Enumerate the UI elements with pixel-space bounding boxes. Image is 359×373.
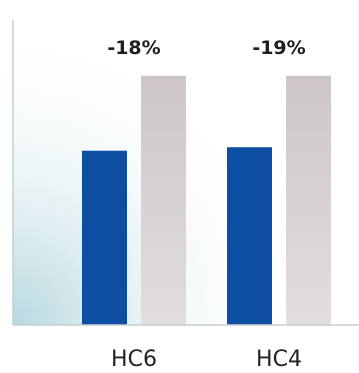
annotation-hc4: -19% (252, 37, 305, 59)
bar-hc4-series-2 (286, 75, 331, 326)
bar-hc6-series-1 (82, 150, 127, 325)
category-label-hc6: HC6 (111, 347, 157, 372)
bar-hc4-series-1 (227, 147, 272, 325)
bar-hc6-series-2 (141, 75, 186, 326)
annotation-hc6: -18% (107, 37, 160, 59)
category-label-hc4: HC4 (256, 347, 302, 372)
